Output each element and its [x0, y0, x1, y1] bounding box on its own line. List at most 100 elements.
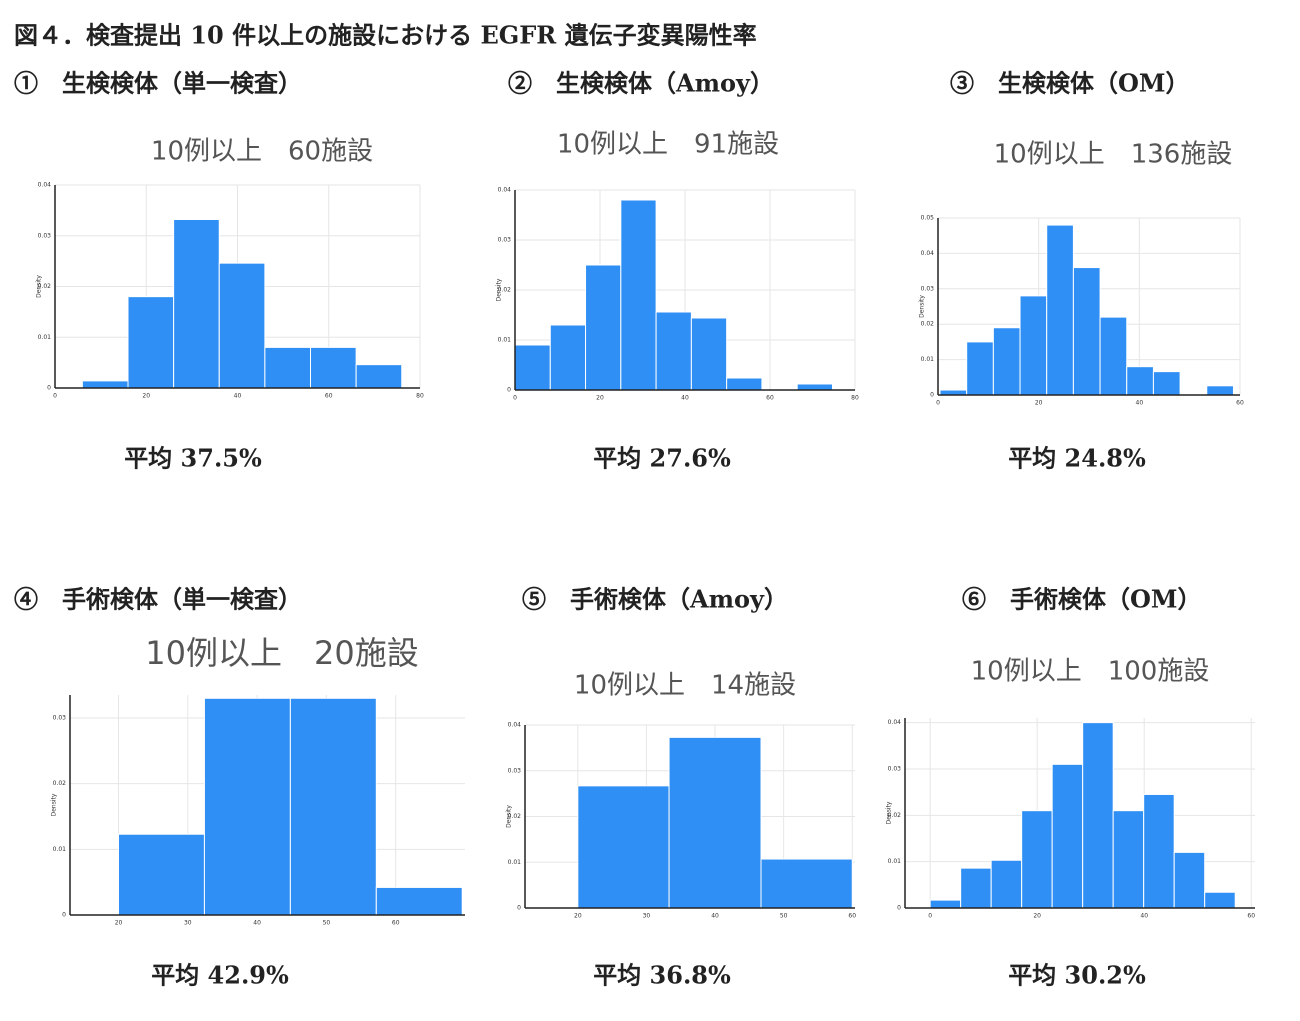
x-tick-label: 60 — [392, 920, 400, 927]
bar — [1046, 224, 1074, 396]
bar — [203, 697, 291, 916]
y-tick-label: 0.01 — [498, 337, 512, 344]
y-tick-label: 0.03 — [888, 765, 902, 772]
y-axis-label: Density — [496, 278, 503, 301]
bar — [375, 886, 463, 916]
bar — [960, 867, 992, 909]
mean-annotation: 平均 37.5% — [124, 444, 262, 473]
y-tick-label: 0.01 — [921, 356, 935, 363]
mean-annotation: 平均 36.8% — [593, 961, 731, 990]
bar — [549, 324, 587, 391]
x-tick-label: 0 — [53, 393, 57, 400]
x-tick-label: 20 — [1033, 913, 1041, 920]
panel-label: ③ 生検検体（OM） — [950, 69, 1189, 98]
y-tick-label: 0.02 — [888, 812, 902, 819]
mean-annotation: 平均 27.6% — [593, 444, 731, 473]
x-tick-label: 60 — [325, 393, 333, 400]
bar — [966, 341, 994, 396]
bar — [690, 317, 728, 391]
y-tick-label: 0 — [930, 392, 934, 399]
bar — [118, 833, 205, 916]
y-tick-label: 0 — [47, 385, 51, 392]
bar — [514, 344, 551, 391]
bar — [1173, 851, 1206, 909]
x-tick-label: 40 — [681, 395, 689, 402]
y-tick-label: 0.03 — [508, 767, 522, 774]
bar — [929, 899, 962, 909]
panel-subtitle: 10例以上 14施設 — [574, 671, 796, 701]
x-tick-label: 50 — [323, 920, 331, 927]
y-tick-label: 0.04 — [498, 187, 512, 194]
x-tick-label: 0 — [928, 913, 932, 920]
bar — [264, 346, 311, 389]
panel-subtitle: 10例以上 60施設 — [151, 137, 373, 167]
y-axis-label: Density — [886, 801, 893, 824]
x-tick-label: 30 — [184, 920, 192, 927]
bar — [1072, 267, 1101, 396]
bar — [310, 346, 357, 389]
panel-subtitle: 10例以上 91施設 — [557, 130, 779, 160]
bar — [289, 697, 377, 916]
panel-label: ④ 手術検体（単一検査） — [14, 585, 302, 614]
x-tick-label: 40 — [253, 920, 261, 927]
bar — [796, 383, 833, 391]
bar — [655, 311, 692, 391]
x-tick-label: 60 — [1247, 913, 1255, 920]
y-axis-label: Density — [51, 793, 58, 816]
mean-annotation: 平均 24.8% — [1008, 444, 1146, 473]
x-tick-label: 20 — [115, 920, 123, 927]
x-tick-label: 30 — [643, 913, 651, 920]
x-tick-label: 60 — [766, 395, 774, 402]
x-tick-label: 50 — [780, 913, 788, 920]
bar — [218, 262, 266, 389]
bar — [1206, 385, 1234, 396]
y-tick-label: 0.03 — [921, 285, 935, 292]
x-tick-label: 20 — [596, 395, 604, 402]
mean-annotation: 平均 30.2% — [1008, 961, 1146, 990]
bar — [1112, 810, 1145, 909]
bar — [577, 785, 670, 909]
bar — [1082, 722, 1114, 909]
x-tick-label: 0 — [513, 395, 517, 402]
bar — [1021, 810, 1053, 909]
y-tick-label: 0.03 — [38, 232, 52, 239]
bar — [585, 264, 622, 391]
y-tick-label: 0.04 — [38, 182, 52, 189]
panel-label: ⑥ 手術検体（OM） — [962, 585, 1201, 614]
x-tick-label: 60 — [1236, 400, 1244, 407]
y-tick-label: 0.02 — [508, 813, 522, 820]
y-tick-label: 0.02 — [38, 283, 52, 290]
bar — [990, 859, 1023, 909]
bar — [1143, 793, 1175, 909]
bar — [1099, 316, 1128, 396]
bar — [1204, 891, 1236, 909]
y-tick-label: 0.04 — [888, 719, 902, 726]
y-tick-label: 0 — [517, 905, 521, 912]
y-axis-label: Density — [919, 295, 926, 318]
y-tick-label: 0.02 — [921, 321, 935, 328]
bar — [1152, 371, 1181, 396]
bar — [668, 736, 762, 909]
y-tick-label: 0.02 — [53, 780, 67, 787]
panel-subtitle: 10例以上 100施設 — [971, 657, 1210, 687]
x-tick-label: 40 — [1136, 400, 1144, 407]
y-tick-label: 0.01 — [888, 858, 902, 865]
bar — [81, 380, 129, 389]
bar — [1019, 295, 1048, 396]
y-tick-label: 0.04 — [921, 250, 935, 257]
x-tick-label: 20 — [574, 913, 582, 920]
y-tick-label: 0 — [62, 912, 66, 919]
bar — [726, 377, 763, 391]
panel-label: ⑤ 手術検体（Amoy） — [522, 585, 788, 614]
x-tick-label: 20 — [1035, 400, 1043, 407]
y-axis-label: Density — [506, 805, 513, 828]
y-tick-label: 0.01 — [53, 846, 67, 853]
bar — [620, 199, 657, 391]
y-tick-label: 0.04 — [508, 722, 522, 729]
bar — [1126, 366, 1154, 396]
y-tick-label: 0 — [507, 387, 511, 394]
mean-annotation: 平均 42.9% — [151, 961, 289, 990]
bar — [355, 364, 403, 389]
y-tick-label: 0 — [897, 905, 901, 912]
